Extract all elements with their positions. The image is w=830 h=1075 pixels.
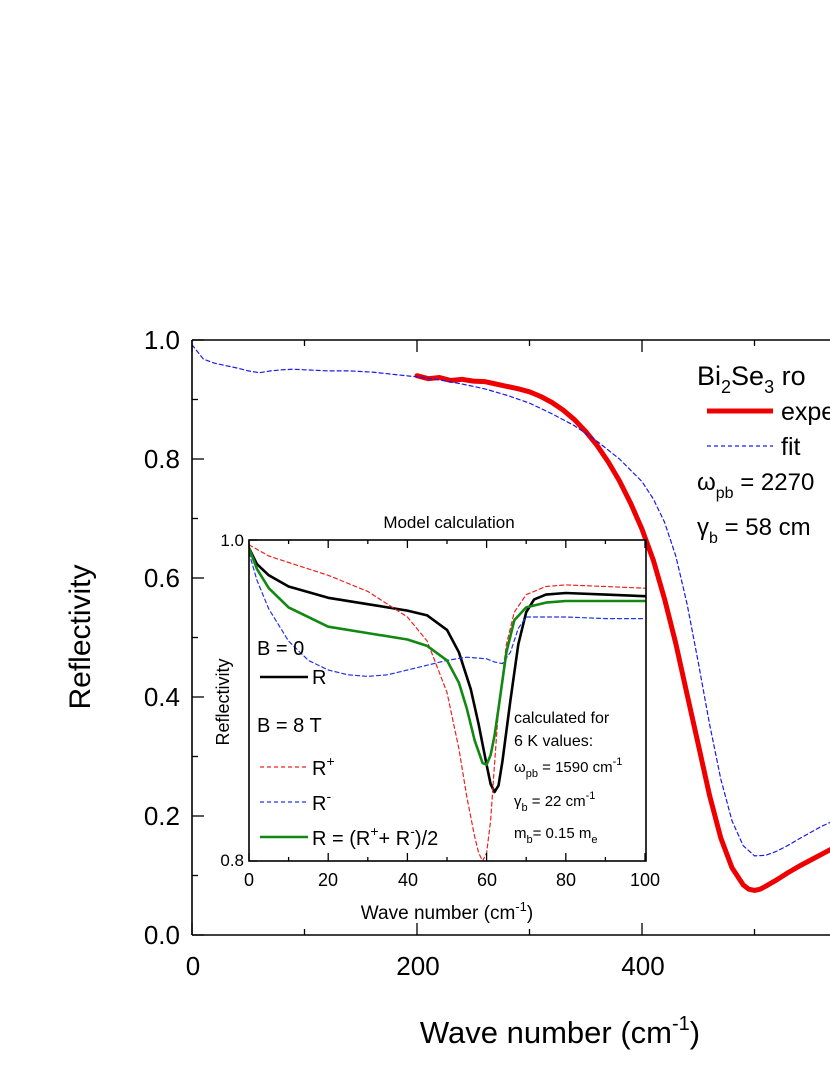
- inset-legend-label-r: R: [312, 667, 326, 689]
- annotation-gamma-b: γb = 58 cm: [697, 514, 811, 547]
- main-y-tick-label: 0.6: [144, 563, 180, 593]
- inset-series-layer: [249, 544, 646, 861]
- inset-x-tick-label: 0: [244, 870, 254, 890]
- inset-y-axis-title: Reflectivity: [213, 658, 233, 745]
- main-series-fit: [192, 344, 830, 857]
- main-y-tick-label: 0.2: [144, 801, 180, 831]
- inset-note-mass: mb= 0.15 me: [514, 825, 598, 846]
- main-y-tick-label: 0.4: [144, 682, 180, 712]
- main-x-tick-label: 200: [396, 951, 439, 981]
- inset-legend-b0: B = 0: [257, 638, 304, 660]
- inset-note-line2: 6 K values:: [514, 733, 593, 750]
- inset-title: Model calculation: [383, 513, 514, 532]
- main-legend: Bi2Se3 ro expe fit ωpb = 2270 γb = 58 cm: [697, 361, 830, 547]
- legend-label-fit: fit: [781, 433, 801, 461]
- inset-legend-b8: B = 8 T: [257, 715, 322, 737]
- inset-x-tick-label: 100: [630, 870, 660, 890]
- inset-legend-label-ravg: R = (R++ R-)/2: [312, 823, 438, 850]
- inset-x-tick-label: 40: [398, 870, 418, 890]
- inset-legend: B = 0 R B = 8 T R+ R- R = (R++ R-)/2: [257, 638, 438, 850]
- main-series-layer: [192, 344, 830, 893]
- inset-note-gamma: γb = 22 cm-1: [514, 790, 595, 814]
- inset-x-tick-label: 20: [318, 870, 338, 890]
- main-x-tick-label: 400: [621, 951, 664, 981]
- inset-x-tick-labels: 0 20 40 60 80 100: [244, 870, 660, 890]
- inset-y-tick-label: 0.8: [220, 851, 244, 870]
- inset-x-axis-title: Wave number (cm-1): [361, 899, 533, 924]
- main-y-tick-label: 0.8: [144, 444, 180, 474]
- inset-legend-label-rminus: R-: [312, 788, 331, 815]
- main-y-axis-title: Reflectivity: [64, 564, 97, 709]
- inset-x-tick-label: 80: [556, 870, 576, 890]
- inset-note-omega: ωpb = 1590 cm-1: [514, 756, 622, 780]
- main-y-tick-labels: 0.0 0.2 0.4 0.6 0.8 1.0: [144, 325, 180, 950]
- main-y-tick-label: 1.0: [144, 325, 180, 355]
- inset-plot-area: [249, 540, 646, 861]
- main-series-expe: [414, 373, 830, 893]
- main-legend-title: Bi2Se3 ro: [697, 361, 806, 397]
- inset-chart: Model calculation 1.0 0.8 0 20 40 60 80 …: [213, 513, 660, 924]
- main-x-tick-labels: 0 200 400: [186, 951, 665, 981]
- main-ticks: [191, 339, 756, 936]
- inset-series-r-: [249, 544, 646, 861]
- inset-ticks: [248, 539, 646, 862]
- inset-x-tick-label: 60: [477, 870, 497, 890]
- inset-notes: calculated for 6 K values: ωpb = 1590 cm…: [514, 710, 622, 846]
- main-y-tick-label: 0.0: [144, 920, 180, 950]
- inset-note-line1: calculated for: [514, 710, 610, 727]
- inset-y-tick-label: 1.0: [220, 531, 244, 550]
- annotation-omega-pb: ωpb = 2270: [697, 469, 814, 502]
- main-x-tick-label: 0: [186, 951, 200, 981]
- inset-legend-label-rplus: R+: [312, 753, 335, 780]
- inset-series-r-r-r-2: [249, 546, 646, 766]
- main-x-axis-title: Wave number (cm-1): [420, 1013, 700, 1050]
- legend-label-expe: expe: [781, 398, 830, 426]
